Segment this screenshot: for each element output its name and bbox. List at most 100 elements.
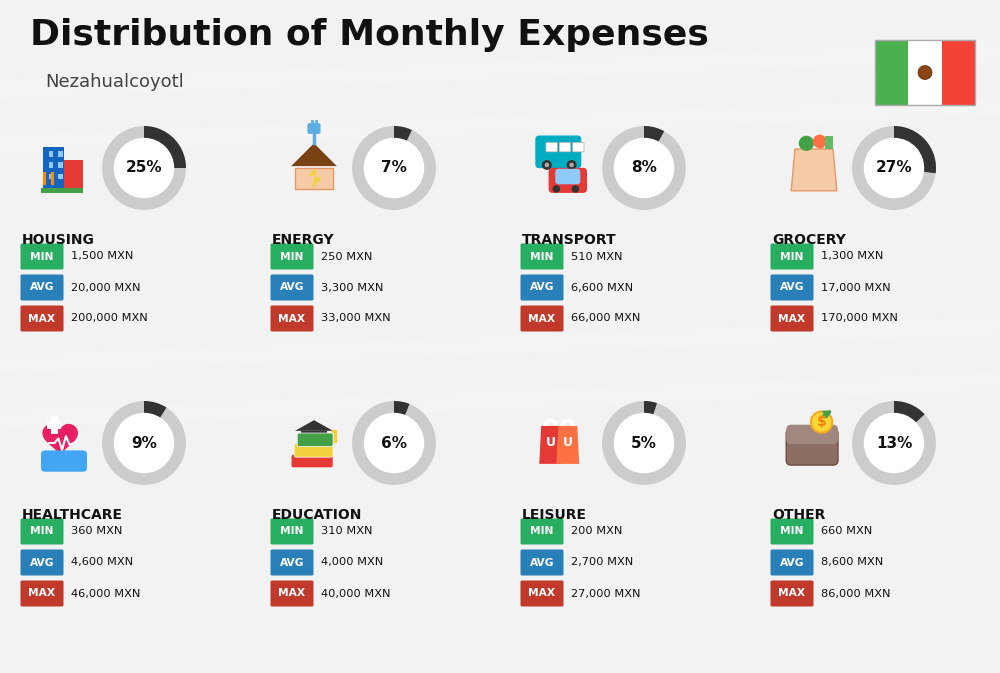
Polygon shape xyxy=(539,426,562,464)
FancyBboxPatch shape xyxy=(270,244,314,269)
Text: 250 MXN: 250 MXN xyxy=(321,252,372,262)
Text: MIN: MIN xyxy=(530,526,554,536)
FancyBboxPatch shape xyxy=(43,172,46,185)
Text: MAX: MAX xyxy=(28,314,56,324)
FancyBboxPatch shape xyxy=(41,188,83,192)
Circle shape xyxy=(352,126,436,210)
Circle shape xyxy=(852,126,936,210)
Wedge shape xyxy=(394,126,412,141)
Text: 200 MXN: 200 MXN xyxy=(571,526,622,536)
Text: MIN: MIN xyxy=(780,252,804,262)
Text: 9%: 9% xyxy=(131,435,157,450)
FancyBboxPatch shape xyxy=(559,142,571,152)
Circle shape xyxy=(352,401,436,485)
Text: MAX: MAX xyxy=(778,314,806,324)
Wedge shape xyxy=(352,401,436,485)
Text: 7%: 7% xyxy=(381,160,407,176)
Wedge shape xyxy=(852,126,936,210)
Text: TRANSPORT: TRANSPORT xyxy=(522,233,617,247)
Text: 46,000 MXN: 46,000 MXN xyxy=(71,588,140,598)
FancyBboxPatch shape xyxy=(825,136,833,149)
FancyBboxPatch shape xyxy=(770,549,814,575)
Wedge shape xyxy=(102,126,186,210)
Text: 5%: 5% xyxy=(631,435,657,450)
Text: AVG: AVG xyxy=(30,283,54,293)
Circle shape xyxy=(799,136,814,151)
Text: ENERGY: ENERGY xyxy=(272,233,335,247)
FancyBboxPatch shape xyxy=(555,169,580,184)
Text: 170,000 MXN: 170,000 MXN xyxy=(821,314,898,324)
Polygon shape xyxy=(0,372,1000,428)
FancyBboxPatch shape xyxy=(58,151,63,157)
FancyBboxPatch shape xyxy=(270,518,314,544)
Text: HEALTHCARE: HEALTHCARE xyxy=(22,508,123,522)
Text: MAX: MAX xyxy=(278,314,306,324)
Text: 510 MXN: 510 MXN xyxy=(571,252,622,262)
FancyBboxPatch shape xyxy=(770,306,814,332)
Circle shape xyxy=(102,126,186,210)
Circle shape xyxy=(813,135,827,148)
Circle shape xyxy=(602,401,686,485)
FancyBboxPatch shape xyxy=(572,142,584,152)
Text: 25%: 25% xyxy=(126,160,162,176)
FancyBboxPatch shape xyxy=(942,40,975,105)
Wedge shape xyxy=(352,126,436,210)
Polygon shape xyxy=(0,97,1000,153)
FancyBboxPatch shape xyxy=(270,306,314,332)
Circle shape xyxy=(102,401,186,485)
Text: AVG: AVG xyxy=(530,283,554,293)
FancyBboxPatch shape xyxy=(270,581,314,606)
FancyBboxPatch shape xyxy=(770,581,814,606)
FancyBboxPatch shape xyxy=(49,162,53,168)
FancyBboxPatch shape xyxy=(20,306,64,332)
FancyBboxPatch shape xyxy=(908,40,942,105)
FancyBboxPatch shape xyxy=(520,518,564,544)
FancyBboxPatch shape xyxy=(270,549,314,575)
FancyBboxPatch shape xyxy=(520,306,564,332)
Text: MAX: MAX xyxy=(528,314,556,324)
FancyBboxPatch shape xyxy=(20,549,64,575)
FancyBboxPatch shape xyxy=(43,147,64,191)
Text: 17,000 MXN: 17,000 MXN xyxy=(821,283,891,293)
Wedge shape xyxy=(602,126,686,210)
Circle shape xyxy=(567,160,577,170)
Circle shape xyxy=(602,126,686,210)
Text: 13%: 13% xyxy=(876,435,912,450)
Circle shape xyxy=(553,185,560,192)
FancyBboxPatch shape xyxy=(875,40,908,105)
Text: 3,300 MXN: 3,300 MXN xyxy=(321,283,383,293)
Circle shape xyxy=(572,185,579,192)
Text: $: $ xyxy=(817,415,826,429)
Text: 200,000 MXN: 200,000 MXN xyxy=(71,314,148,324)
FancyBboxPatch shape xyxy=(49,174,53,180)
Text: 8%: 8% xyxy=(631,160,657,176)
Polygon shape xyxy=(295,420,333,431)
Wedge shape xyxy=(852,401,936,485)
Text: 4,600 MXN: 4,600 MXN xyxy=(71,557,133,567)
Wedge shape xyxy=(394,401,409,415)
FancyBboxPatch shape xyxy=(47,421,61,429)
FancyBboxPatch shape xyxy=(301,431,327,439)
Wedge shape xyxy=(602,401,686,485)
FancyBboxPatch shape xyxy=(58,162,63,168)
Polygon shape xyxy=(556,426,579,464)
Polygon shape xyxy=(295,168,333,189)
FancyBboxPatch shape xyxy=(520,549,564,575)
FancyBboxPatch shape xyxy=(520,581,564,606)
Wedge shape xyxy=(102,401,186,485)
FancyBboxPatch shape xyxy=(786,425,838,444)
Polygon shape xyxy=(0,317,1000,373)
Circle shape xyxy=(811,411,832,433)
Text: 1,500 MXN: 1,500 MXN xyxy=(71,252,133,262)
FancyBboxPatch shape xyxy=(786,429,838,465)
Text: MIN: MIN xyxy=(530,252,554,262)
Text: AVG: AVG xyxy=(280,283,304,293)
Polygon shape xyxy=(291,143,337,166)
Wedge shape xyxy=(644,401,657,415)
Text: MIN: MIN xyxy=(30,252,54,262)
Text: MIN: MIN xyxy=(780,526,804,536)
Text: 1,300 MXN: 1,300 MXN xyxy=(821,252,883,262)
FancyBboxPatch shape xyxy=(291,454,333,468)
Text: Distribution of Monthly Expenses: Distribution of Monthly Expenses xyxy=(30,18,709,52)
Text: MIN: MIN xyxy=(30,526,54,536)
